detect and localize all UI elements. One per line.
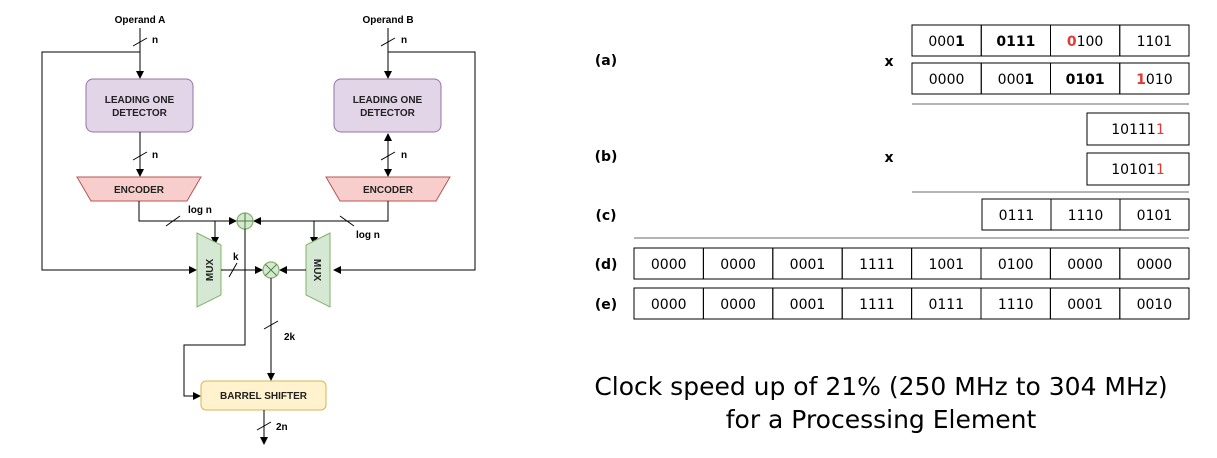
cell-d-8: 0000 <box>1137 257 1173 273</box>
cell-b2: 101011 <box>1111 162 1164 178</box>
cell-d-6: 0100 <box>998 257 1034 273</box>
bus-slash-lod-b <box>380 151 396 161</box>
bus-width-k: k <box>233 252 239 263</box>
cell-box <box>1119 62 1190 95</box>
cell-a1-3: 0100 <box>1067 34 1103 50</box>
bus-width-lod-a: n <box>152 150 158 161</box>
bus-width-log-b: log n <box>356 230 380 241</box>
bus-width-2k: 2k <box>284 332 296 343</box>
bus-slash-lod-a <box>132 151 148 161</box>
bus-slash-b <box>380 37 396 47</box>
cell-a1-4: 1101 <box>1137 34 1173 50</box>
multiplier-symbol <box>262 261 280 279</box>
cell-box <box>1119 198 1190 231</box>
operand-a-label: Operand A <box>115 15 166 26</box>
lod-b-text-2: DETECTOR <box>360 108 416 119</box>
mux-b-text: MUX <box>311 259 322 282</box>
row-a2: 0000 0001 0101 1010 <box>911 62 1190 95</box>
cell-e-1: 0000 <box>651 297 687 313</box>
cell-a1-1: 0001 <box>928 34 964 50</box>
encoder-a <box>76 176 202 202</box>
encoder-b <box>325 176 451 202</box>
cell-a2-1: 0000 <box>929 72 965 88</box>
cell-d-4: 1111 <box>859 257 895 273</box>
cell-a1-2: 0111 <box>996 34 1035 50</box>
cell-d-2: 0000 <box>720 257 756 273</box>
cell-e-8: 0010 <box>1137 297 1173 313</box>
row-label-a: (a) <box>595 53 617 69</box>
encoder-a-to-adder-wire <box>138 201 237 225</box>
cell-a2-2: 0001 <box>998 72 1034 88</box>
bus-slash-a <box>132 37 148 47</box>
cell-c-1: 0111 <box>999 208 1035 224</box>
bus-slash-enc-b <box>339 215 355 227</box>
bus-slash-k <box>228 262 238 278</box>
row-label-b: (b) <box>595 149 618 165</box>
row-label-e: (e) <box>595 297 617 313</box>
cell-box <box>1119 24 1190 57</box>
bus-slash-enc-a <box>165 215 181 227</box>
bus-width-b: n <box>401 35 407 46</box>
cell-d-3: 0001 <box>790 257 826 273</box>
operand-b-bypass-wire <box>333 51 476 274</box>
bus-slash-2k <box>263 320 279 330</box>
row-d: 0000 0000 0001 1111 1001 0100 0000 0000 <box>633 247 1190 280</box>
row-b: 101111 101011 <box>1086 112 1190 186</box>
mux-a <box>196 232 222 308</box>
bus-width-log-a: log n <box>188 205 212 216</box>
mux-b <box>305 232 331 308</box>
encoder-b-text: ENCODER <box>363 185 414 196</box>
bus-slash-2n <box>256 421 272 431</box>
cell-a2-4: 1010 <box>1136 72 1172 88</box>
bus-width-a: n <box>152 35 158 46</box>
cell-e-3: 0001 <box>790 297 826 313</box>
lod-a-text-2: DETECTOR <box>112 108 168 119</box>
operand-b-label: Operand B <box>362 15 413 26</box>
row-label-c: (c) <box>595 208 616 224</box>
cell-e-5: 0111 <box>928 297 964 313</box>
barrel-shifter-text: BARREL SHIFTER <box>220 391 308 402</box>
numeric-example: (a) (b) (c) (d) (e) x x 0001 0111 0100 1… <box>595 24 1190 320</box>
cell-box <box>1119 247 1190 280</box>
cell-d-7: 0000 <box>1067 257 1103 273</box>
encoder-b-to-adder-wire <box>253 201 389 225</box>
operand-a-bypass-wire <box>41 51 197 274</box>
row-a1: 0001 0111 0100 1101 <box>911 24 1190 57</box>
leading-one-detector-b <box>333 78 442 133</box>
caption-line-1: Clock speed up of 21% (250 MHz to 304 MH… <box>594 372 1168 401</box>
caption: Clock speed up of 21% (250 MHz to 304 MH… <box>545 370 1217 436</box>
caption-line-2: for a Processing Element <box>725 405 1037 434</box>
bus-width-lod-b: n <box>401 150 407 161</box>
cell-b1: 101111 <box>1111 122 1164 138</box>
cell-box <box>1086 112 1190 146</box>
cell-c-3: 0101 <box>1137 208 1173 224</box>
adder-symbol <box>236 212 254 230</box>
row-e: 0000 0000 0001 1111 0111 1110 0001 0010 <box>633 287 1190 320</box>
cell-box <box>1086 152 1190 186</box>
cell-e-7: 0001 <box>1067 297 1103 313</box>
cell-c-2: 1110 <box>1068 208 1104 224</box>
row-c: 0111 1110 0101 <box>981 198 1190 231</box>
mux-a-text: MUX <box>205 259 216 282</box>
multiply-sign-a: x <box>884 54 893 70</box>
cell-a2-3: 0101 <box>1066 72 1105 88</box>
cell-e-6: 1110 <box>998 297 1034 313</box>
multiply-sign-b: x <box>884 150 893 166</box>
row-label-d: (d) <box>595 257 618 273</box>
circuit-diagram: Operand A Operand B n n LEADING ONE DETE… <box>41 15 476 445</box>
adder-to-shifter-wire <box>183 229 246 400</box>
lod-b-text-1: LEADING ONE <box>353 95 423 106</box>
encoder-a-text: ENCODER <box>114 185 165 196</box>
lod-a-text-1: LEADING ONE <box>105 95 175 106</box>
cell-box <box>1119 287 1190 320</box>
cell-e-2: 0000 <box>720 297 756 313</box>
cell-e-4: 1111 <box>859 297 895 313</box>
cell-d-5: 1001 <box>928 257 964 273</box>
cell-d-1: 0000 <box>651 257 687 273</box>
bus-width-2n: 2n <box>276 422 288 433</box>
